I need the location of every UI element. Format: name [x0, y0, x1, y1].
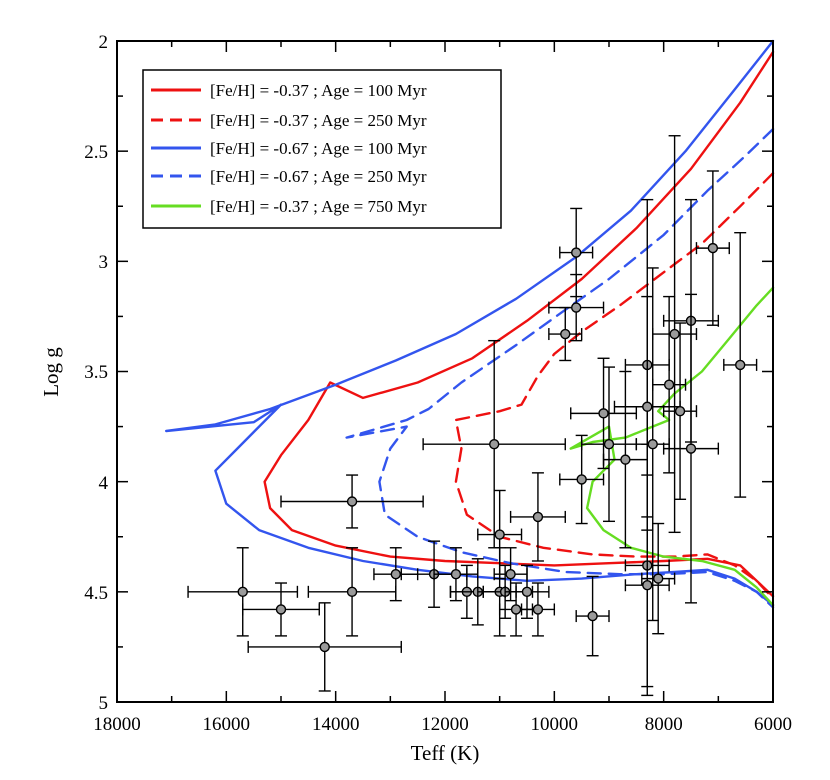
observation-point [520, 582, 556, 637]
star-marker [685, 443, 697, 454]
isochrone-line [263, 50, 775, 598]
star-marker [620, 454, 631, 465]
star-marker [642, 401, 653, 412]
axis-ticks [116, 40, 774, 703]
observation-point [635, 267, 670, 622]
y-tick-label: 4 [99, 473, 109, 494]
observation-point [662, 293, 720, 604]
isochrone-curves [164, 39, 775, 609]
observation-point [575, 575, 610, 657]
observation-point [548, 273, 605, 342]
observation-point [695, 170, 730, 326]
star-marker [642, 580, 653, 591]
star-marker [576, 474, 587, 485]
x-tick-label: 6000 [754, 714, 792, 735]
y-tick-label: 2.5 [84, 142, 108, 163]
star-marker [521, 586, 533, 598]
observed-stars [187, 135, 758, 697]
observation-point [559, 207, 594, 298]
legend-label: [Fe/H] = -0.37 ; Age = 100 Myr [210, 81, 427, 100]
legend-label: [Fe/H] = -0.67 ; Age = 250 Myr [210, 167, 427, 186]
star-marker [571, 302, 582, 313]
x-axis-label: Teff (K) [411, 741, 480, 765]
observation-point [652, 135, 698, 534]
star-marker [663, 379, 675, 390]
star-marker [707, 242, 719, 254]
star-marker [450, 569, 462, 580]
y-tick-label: 2 [99, 32, 109, 53]
isochrone-line [345, 127, 775, 609]
legend-box [142, 69, 502, 229]
star-marker [390, 569, 401, 580]
observation-point [662, 322, 698, 500]
y-axis-label: Log g [39, 347, 63, 397]
legend: [Fe/H] = -0.37 ; Age = 100 Myr [Fe/H] = … [142, 69, 502, 229]
isochrone-line [569, 286, 775, 607]
y-tick-label: 3 [99, 252, 109, 273]
star-marker [647, 439, 658, 450]
x-tick-label: 10000 [531, 714, 579, 735]
legend-label: [Fe/H] = -0.67 ; Age = 100 Myr [210, 139, 427, 158]
star-marker [532, 511, 544, 523]
observation-point [247, 602, 402, 692]
star-marker [489, 439, 500, 450]
x-tick-label: 16000 [203, 714, 251, 735]
star-marker [346, 496, 358, 507]
star-marker [346, 586, 358, 598]
star-marker [237, 586, 248, 598]
star-marker [560, 328, 571, 340]
x-tick-label: 8000 [645, 714, 683, 735]
observation-point [570, 357, 638, 470]
observation-point [641, 522, 676, 635]
observation-point [723, 231, 758, 498]
star-marker [653, 573, 664, 584]
star-marker [510, 604, 522, 615]
observation-point [242, 582, 320, 637]
star-marker [494, 529, 505, 540]
observation-point [280, 474, 424, 529]
y-tick-label: 5 [99, 693, 109, 714]
legend-label: [Fe/H] = -0.37 ; Age = 250 Myr [210, 111, 427, 130]
x-tick-label: 18000 [93, 714, 141, 735]
observation-point [187, 547, 299, 637]
star-marker [598, 408, 609, 419]
y-tick-label: 4.5 [84, 583, 108, 604]
legend-label: [Fe/H] = -0.37 ; Age = 750 Myr [210, 197, 427, 216]
star-marker [603, 439, 615, 450]
star-marker [669, 328, 680, 340]
observation-point [652, 295, 687, 474]
star-marker [674, 405, 686, 417]
y-tick-label: 3.5 [84, 362, 108, 383]
observation-point [307, 547, 397, 637]
star-marker [571, 247, 582, 258]
observation-point [509, 472, 566, 562]
x-tick-label: 14000 [312, 714, 360, 735]
star-marker [735, 359, 746, 371]
observation-point [624, 474, 670, 697]
star-marker [319, 641, 330, 653]
x-tick-label: 12000 [421, 714, 469, 735]
star-marker [587, 610, 598, 622]
star-marker [505, 569, 516, 580]
star-marker [275, 604, 287, 615]
star-marker [532, 604, 544, 615]
isochrone-line [454, 171, 775, 600]
